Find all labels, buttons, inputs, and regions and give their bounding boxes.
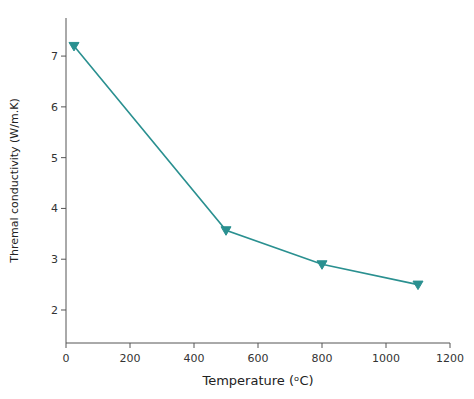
y-tick-label: 4 (51, 202, 58, 215)
y-axis-label: Thremal conductivity (W/m.K) (8, 98, 21, 263)
y-tick (61, 309, 66, 310)
y-tick (61, 259, 66, 260)
y-tick (61, 56, 66, 57)
x-tick (258, 343, 259, 348)
x-tick (130, 343, 131, 348)
y-tick (61, 106, 66, 107)
x-tick (66, 343, 67, 348)
data-point (221, 227, 231, 236)
plot-area (69, 42, 423, 289)
x-tick-label: 200 (120, 352, 141, 365)
data-line (74, 46, 418, 285)
x-tick (322, 343, 323, 348)
chart-svg: 0 200 400 600 800 1000 1200 2 3 4 5 6 7 Temperature (… (0, 0, 474, 399)
data-point (317, 261, 327, 270)
x-tick (194, 343, 195, 348)
y-axis-line (66, 18, 67, 343)
data-point (69, 42, 79, 51)
x-tick-label: 400 (184, 352, 205, 365)
x-axis-label: Temperature (ᵒC) (201, 373, 313, 388)
x-tick-label: 800 (312, 352, 333, 365)
chart-container: 0 200 400 600 800 1000 1200 2 3 4 5 6 7 Temperature (… (0, 0, 474, 399)
y-tick-label: 6 (51, 101, 58, 114)
y-tick (61, 157, 66, 158)
x-tick-label: 600 (248, 352, 269, 365)
x-tick-label: 0 (63, 352, 70, 365)
y-tick-label: 7 (51, 50, 58, 63)
y-tick-label: 3 (51, 253, 58, 266)
x-tick-label: 1000 (372, 352, 400, 365)
y-tick (61, 208, 66, 209)
y-tick-label: 5 (51, 152, 58, 165)
data-point (413, 281, 423, 290)
x-tick (450, 343, 451, 348)
y-tick-label: 2 (51, 304, 58, 317)
x-tick-label: 1200 (436, 352, 464, 365)
x-tick (386, 343, 387, 348)
